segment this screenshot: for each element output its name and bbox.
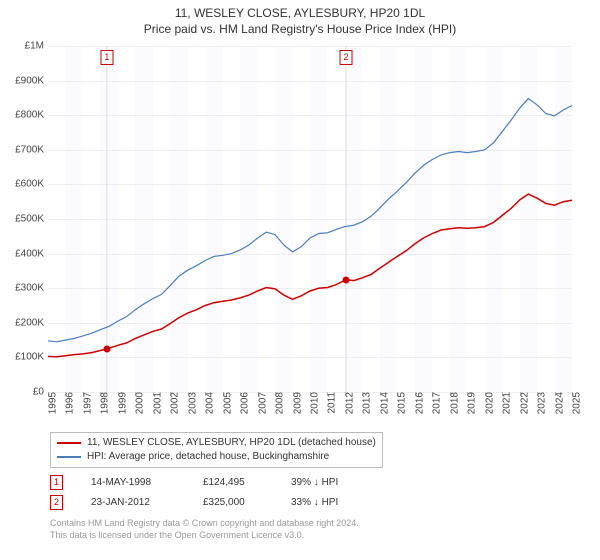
x-tick-label: 2022: [517, 392, 530, 414]
x-tick-label: 2023: [535, 392, 548, 414]
x-tick-label: 2000: [133, 392, 146, 414]
title-subtitle: Price paid vs. HM Land Registry's House …: [0, 22, 600, 38]
sale-dot: [103, 345, 110, 352]
x-tick-label: 1997: [80, 392, 93, 414]
x-tick-label: 2021: [500, 392, 513, 414]
y-tick-label: £700K: [15, 144, 48, 155]
legend-label: 11, WESLEY CLOSE, AYLESBURY, HP20 1DL (d…: [87, 436, 376, 450]
y-tick-label: £900K: [15, 75, 48, 86]
x-tick-label: 2012: [342, 392, 355, 414]
sale-diff: 39% ↓ HPI: [291, 477, 371, 488]
legend-label: HPI: Average price, detached house, Buck…: [87, 450, 329, 464]
y-tick-label: £500K: [15, 214, 48, 225]
x-tick-label: 2017: [430, 392, 443, 414]
y-tick-label: £200K: [15, 317, 48, 328]
legend-swatch: [57, 442, 81, 444]
chart-container: 11, WESLEY CLOSE, AYLESBURY, HP20 1DL Pr…: [0, 0, 600, 560]
attribution-line1: Contains HM Land Registry data © Crown c…: [50, 518, 359, 530]
sale-row: 1 14-MAY-1998 £124,495 39% ↓ HPI: [50, 472, 371, 492]
sale-price: £325,000: [203, 497, 263, 508]
x-tick-label: 2015: [395, 392, 408, 414]
x-tick-label: 1998: [98, 392, 111, 414]
sale-marker-box: 1: [100, 50, 113, 65]
sale-row: 2 23-JAN-2012 £325,000 33% ↓ HPI: [50, 492, 371, 512]
x-tick-label: 2006: [238, 392, 251, 414]
line-layer: [48, 46, 572, 392]
attribution: Contains HM Land Registry data © Crown c…: [50, 518, 359, 541]
y-tick-label: £300K: [15, 283, 48, 294]
legend-swatch: [57, 456, 81, 458]
sale-date: 23-JAN-2012: [91, 497, 175, 508]
x-tick-label: 2020: [482, 392, 495, 414]
x-tick-label: 2004: [203, 392, 216, 414]
x-tick-label: 1999: [115, 392, 128, 414]
x-tick-label: 2018: [447, 392, 460, 414]
x-tick-label: 2001: [150, 392, 163, 414]
x-tick-label: 2019: [465, 392, 478, 414]
x-tick-label: 2002: [168, 392, 181, 414]
x-tick-label: 2013: [360, 392, 373, 414]
legend-row: HPI: Average price, detached house, Buck…: [57, 450, 376, 464]
sale-row-marker: 1: [50, 475, 63, 490]
x-tick-label: 2014: [377, 392, 390, 414]
attribution-line2: This data is licensed under the Open Gov…: [50, 530, 359, 542]
x-tick-label: 2007: [255, 392, 268, 414]
x-tick-label: 2008: [273, 392, 286, 414]
sale-row-marker: 2: [50, 495, 63, 510]
x-tick-label: 1996: [63, 392, 76, 414]
sales-table: 1 14-MAY-1998 £124,495 39% ↓ HPI 2 23-JAN-201…: [50, 472, 371, 512]
x-tick-label: 2009: [290, 392, 303, 414]
x-tick-label: 1995: [46, 392, 59, 414]
y-tick-label: £400K: [15, 248, 48, 259]
x-tick-label: 2003: [185, 392, 198, 414]
sale-date: 14-MAY-1998: [91, 477, 175, 488]
legend: 11, WESLEY CLOSE, AYLESBURY, HP20 1DL (d…: [50, 432, 383, 468]
x-tick-label: 2010: [308, 392, 321, 414]
plot-area: £0£100K£200K£300K£400K£500K£600K£700K£80…: [48, 46, 572, 393]
chart-title: 11, WESLEY CLOSE, AYLESBURY, HP20 1DL Pr…: [0, 0, 600, 37]
series-line-subject: [48, 194, 572, 357]
x-tick-label: 2005: [220, 392, 233, 414]
sale-marker-box: 2: [339, 50, 352, 65]
title-address: 11, WESLEY CLOSE, AYLESBURY, HP20 1DL: [0, 6, 600, 22]
sale-diff: 33% ↓ HPI: [291, 497, 371, 508]
y-tick-label: £600K: [15, 179, 48, 190]
sale-dot: [342, 276, 349, 283]
legend-row: 11, WESLEY CLOSE, AYLESBURY, HP20 1DL (d…: [57, 436, 376, 450]
x-tick-label: 2024: [552, 392, 565, 414]
y-tick-label: £100K: [15, 352, 48, 363]
x-tick-label: 2016: [412, 392, 425, 414]
sale-price: £124,495: [203, 477, 263, 488]
y-tick-label: £1M: [25, 41, 48, 52]
x-tick-label: 2025: [570, 392, 583, 414]
x-tick-label: 2011: [325, 392, 338, 414]
series-line-hpi: [48, 99, 572, 342]
y-tick-label: £800K: [15, 110, 48, 121]
